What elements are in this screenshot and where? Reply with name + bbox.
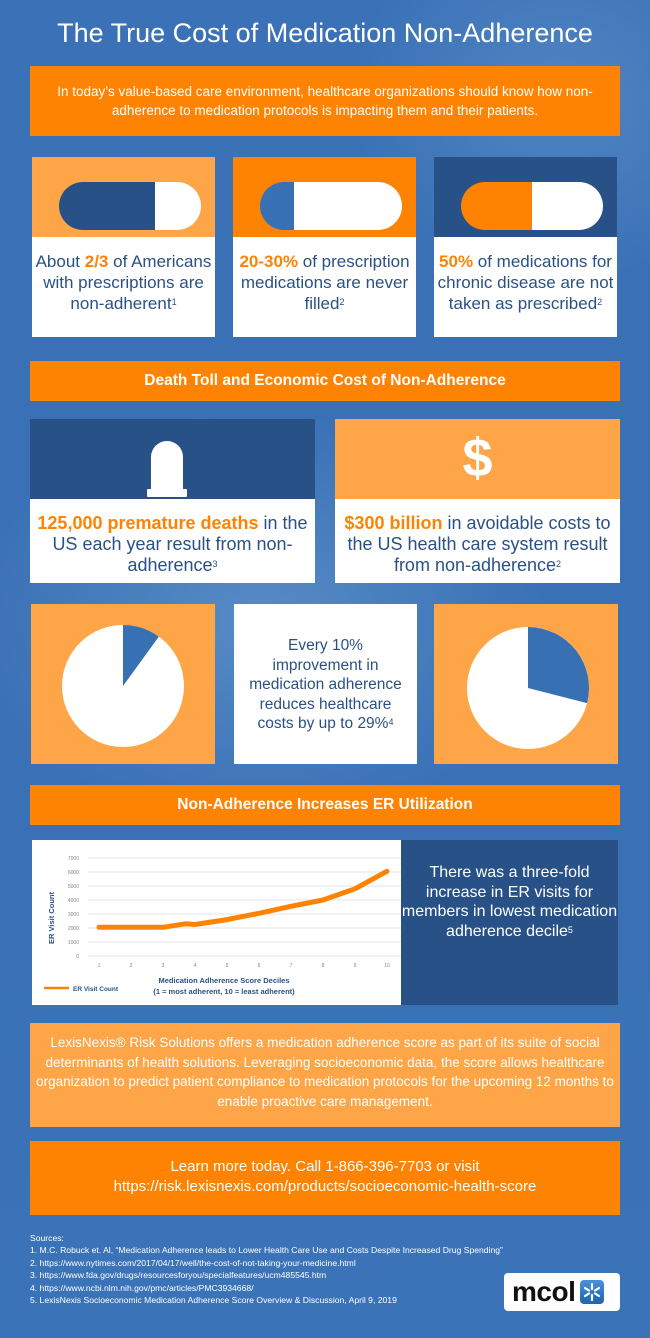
source-item[interactable]: 3. https://www.fda.gov/drugs/resourcesfo… <box>30 1270 327 1281</box>
y-tick-label: 7000 <box>68 856 79 862</box>
dollar-icon: $ <box>462 428 493 488</box>
cost-panel: $ <box>335 419 620 499</box>
x-tick-label: 4 <box>194 963 197 969</box>
pill-icon <box>59 182 201 230</box>
stat-text: About 2/3 of Americans with prescription… <box>35 252 212 313</box>
lexisnexis-description: LexisNexis® Risk Solutions offers a medi… <box>30 1023 620 1127</box>
source-item[interactable]: 2. https://www.nytimes.com/2017/04/17/we… <box>30 1257 356 1268</box>
sources-list: Sources: 1. M.C. Robuck et. Al, “Medicat… <box>30 1232 503 1306</box>
pie-left-highlight-slice <box>123 625 159 686</box>
section-banner-er: Non-Adherence Increases ER Utilization <box>30 785 620 825</box>
pill-icon <box>461 182 603 230</box>
x-axis-sublabel: (1 = most adherent, 10 = least adherent) <box>153 987 295 996</box>
asterisk-icon <box>580 1280 605 1304</box>
x-tick-label: 8 <box>322 963 325 969</box>
stat-card-panel <box>32 157 215 237</box>
stat-card-unfilled: 20-30% of prescription medications are n… <box>233 157 416 337</box>
call-to-action: Learn more today. Call 1-866-396-7703 or… <box>30 1141 620 1215</box>
cta-link[interactable]: https://risk.lexisnexis.com/products/soc… <box>113 1178 537 1195</box>
y-tick-label: 6000 <box>68 870 79 876</box>
x-tick-label: 7 <box>290 963 293 969</box>
stat-text: 20-30% of prescription medications are n… <box>239 252 410 313</box>
deaths-panel <box>30 419 315 499</box>
x-tick-label: 3 <box>162 963 165 969</box>
y-tick-label: 5000 <box>68 884 79 890</box>
tombstone-icon <box>147 441 187 497</box>
cost-text: $300 billion in avoidable costs to the U… <box>344 513 611 575</box>
stat-card-panel <box>434 157 617 237</box>
pie-chart-right <box>467 627 589 749</box>
mcol-logo: mcol <box>504 1273 620 1311</box>
improvement-card: Every 10% improvement in medication adhe… <box>234 604 417 764</box>
x-tick-label: 2 <box>130 963 133 969</box>
y-tick-label: 1000 <box>68 940 79 946</box>
x-tick-label: 9 <box>354 963 357 969</box>
er-chart: 0 1000 2000 3000 4000 5000 6000 7000 1 2 3 4 5 6 7 8 9 1… <box>32 840 401 1005</box>
y-axis-label: ER Visit Count <box>47 892 56 944</box>
stat-text: 50% of medications for chronic disease a… <box>437 252 614 313</box>
pie-right-highlight-slice <box>528 627 589 704</box>
cost-card: $ $300 billion in avoidable costs to the… <box>335 419 620 583</box>
pill-icon <box>260 182 402 230</box>
x-axis-label: Medication Adherence Score Deciles <box>158 976 289 985</box>
source-item: 5. LexisNexis Socioeconomic Medication A… <box>30 1295 397 1306</box>
y-tick-label: 2000 <box>68 926 79 932</box>
y-tick-label: 0 <box>76 954 79 960</box>
pie-chart-left <box>62 625 184 747</box>
deaths-card: 125,000 premature deaths in the US each … <box>30 419 315 583</box>
cta-call-text: Learn more today. Call 1-866-396-7703 or… <box>170 1158 480 1175</box>
improvement-text: Every 10% improvement in medication adhe… <box>249 637 402 732</box>
x-tick-label: 5 <box>226 963 229 969</box>
section-banner-death-toll: Death Toll and Economic Cost of Non-Adhe… <box>30 361 620 401</box>
y-tick-label: 3000 <box>68 912 79 918</box>
deaths-text: 125,000 premature deaths in the US each … <box>37 513 308 575</box>
x-tick-label: 10 <box>384 963 390 969</box>
sources-heading: Sources: <box>30 1233 64 1243</box>
er-stat-text: There was a three-fold increase in ER vi… <box>401 840 618 1005</box>
page-title: The True Cost of Medication Non-Adherenc… <box>57 18 593 48</box>
stat-card-adherence: About 2/3 of Americans with prescription… <box>32 157 215 337</box>
x-tick-label: 1 <box>98 963 101 969</box>
x-tick-label: 6 <box>258 963 261 969</box>
pie-card-left <box>31 604 215 764</box>
y-tick-label: 4000 <box>68 898 79 904</box>
stat-card-chronic: 50% of medications for chronic disease a… <box>434 157 617 337</box>
er-chart-svg: 0 1000 2000 3000 4000 5000 6000 7000 1 2 3 4 5 6 7 8 9 1… <box>44 856 401 996</box>
stat-card-panel <box>233 157 416 237</box>
intro-banner: In today’s value-based care environment,… <box>30 66 620 136</box>
source-item: 1. M.C. Robuck et. Al, “Medication Adher… <box>30 1245 503 1256</box>
logo-text: mcol <box>512 1276 576 1307</box>
source-item[interactable]: 4. https://www.ncbi.nlm.nih.gov/pmc/arti… <box>30 1282 254 1293</box>
legend-label: ER Visit Count <box>73 986 119 993</box>
er-visit-line <box>96 868 390 930</box>
pie-card-right <box>434 604 618 764</box>
